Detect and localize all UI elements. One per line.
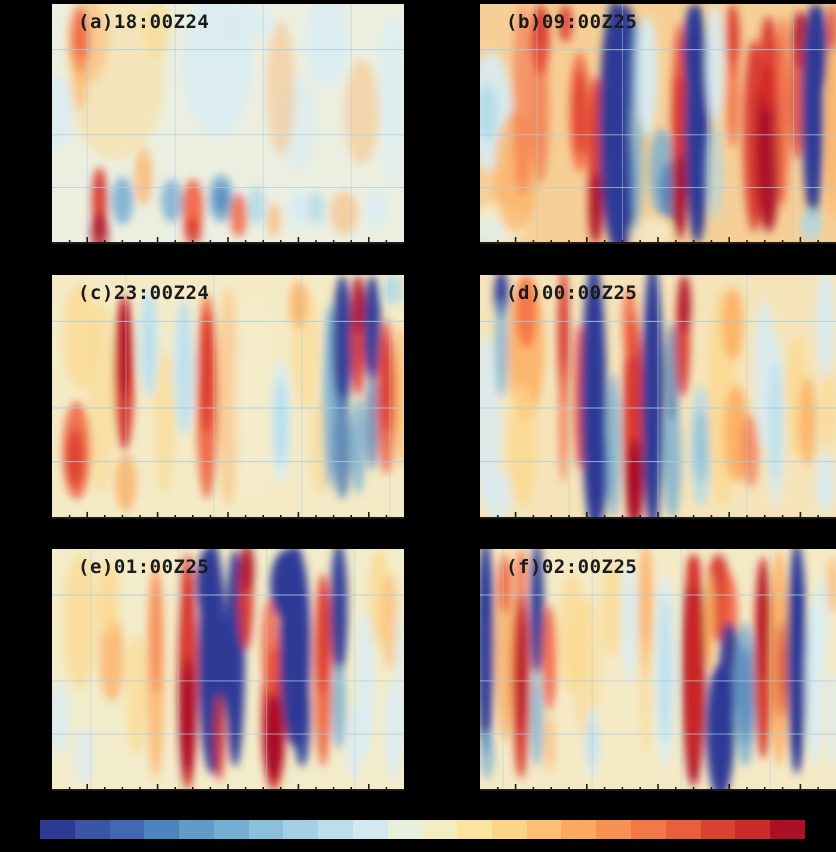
bottom-axis-ticks	[52, 784, 404, 791]
colorbar-segment	[248, 820, 284, 839]
contour-plot-d	[480, 275, 836, 519]
colorbar-segment	[387, 820, 423, 839]
contour-field	[62, 275, 404, 512]
colorbar-segment	[665, 820, 701, 839]
panel-gridlines	[480, 275, 836, 519]
colorbar-segment	[491, 820, 527, 839]
colorbar-segment	[40, 820, 75, 839]
panel-d-label: (d)00:00Z25	[506, 282, 638, 304]
colorbar-segment	[700, 820, 736, 839]
panel-f-label: (f)02:00Z25	[506, 556, 638, 578]
colorbar-segment	[352, 820, 388, 839]
colorbar-segment	[283, 820, 319, 839]
contour-field	[480, 4, 836, 244]
panel-b-label: (b)09:00Z25	[506, 11, 638, 33]
contour-field	[480, 549, 836, 791]
panel-c-label: (c)23:00Z24	[78, 282, 210, 304]
panel-d: (d)00:00Z25	[480, 275, 836, 519]
panel-f: (f)02:00Z25	[480, 549, 836, 791]
contour-plot-f	[480, 549, 836, 791]
colorbar-segment	[179, 820, 214, 839]
panel-gridlines	[52, 549, 404, 791]
bottom-axis-ticks	[480, 784, 836, 791]
colorbar	[40, 820, 805, 839]
panel-a: (a)18:00Z24	[52, 4, 404, 244]
colorbar-segment	[318, 820, 353, 839]
panel-gridlines	[480, 549, 836, 791]
panel-a-label: (a)18:00Z24	[78, 11, 210, 33]
panel-e: (e)01:00Z25	[52, 549, 404, 791]
panel-gridlines	[52, 4, 404, 244]
contour-plot-c	[52, 275, 404, 519]
bottom-axis-ticks	[52, 511, 404, 519]
bottom-axis-ticks	[480, 237, 836, 244]
colorbar-segment	[422, 820, 458, 839]
colorbar-segment	[526, 820, 562, 839]
colorbar-segment	[457, 820, 492, 839]
contour-plot-a	[52, 4, 404, 244]
contour-plot-b	[480, 4, 836, 244]
panel-gridlines	[52, 275, 404, 519]
colorbar-segment	[631, 820, 666, 839]
panel-c: (c)23:00Z24	[52, 275, 404, 519]
contour-plot-e	[52, 549, 404, 791]
colorbar-segment	[144, 820, 180, 839]
colorbar-segment	[770, 820, 805, 839]
panel-gridlines	[480, 4, 836, 244]
colorbar-segment	[213, 820, 249, 839]
contour-field	[52, 4, 404, 244]
colorbar-segment	[74, 820, 110, 839]
colorbar-segment	[735, 820, 771, 839]
colorbar-segment	[596, 820, 632, 839]
panel-b: (b)09:00Z25	[480, 4, 836, 244]
bottom-axis-ticks	[480, 511, 836, 519]
bottom-axis-ticks	[52, 237, 404, 244]
colorbar-segment	[561, 820, 597, 839]
panel-e-label: (e)01:00Z25	[78, 556, 210, 578]
contour-field	[52, 549, 404, 791]
colorbar-segment	[109, 820, 145, 839]
